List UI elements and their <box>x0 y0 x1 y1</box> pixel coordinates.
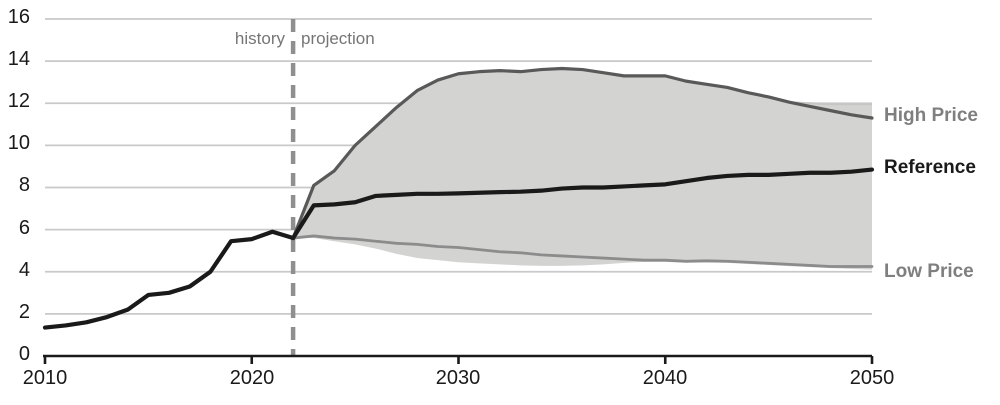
series-low-line <box>291 234 874 268</box>
y-tick-12: 12 <box>7 90 30 112</box>
scenario-range-band <box>293 68 873 270</box>
y-tick-2: 2 <box>18 301 30 323</box>
x-tick-2050: 2050 <box>849 367 895 389</box>
y-tick-4: 4 <box>18 259 30 281</box>
y-tick-14: 14 <box>7 48 30 70</box>
x-tick-2010: 2010 <box>22 367 68 389</box>
projection-label: projection <box>301 29 375 48</box>
history-label: history <box>234 29 285 48</box>
high-price-label: High Price <box>884 105 978 126</box>
y-tick-16: 16 <box>7 6 30 28</box>
x-tick-2040: 2040 <box>642 367 688 389</box>
x-tick-2020: 2020 <box>229 367 275 389</box>
series-reference-line <box>291 167 875 241</box>
series-history-line <box>42 229 296 330</box>
x-tick-2030: 2030 <box>435 367 481 389</box>
low-price-label: Low Price <box>884 261 974 282</box>
series-high-line <box>291 66 874 240</box>
y-tick-0: 0 <box>18 343 30 365</box>
y-tick-8: 8 <box>18 174 30 196</box>
y-tick-10: 10 <box>7 132 30 154</box>
y-tick-6: 6 <box>18 217 30 239</box>
reference-label: Reference <box>884 157 976 178</box>
